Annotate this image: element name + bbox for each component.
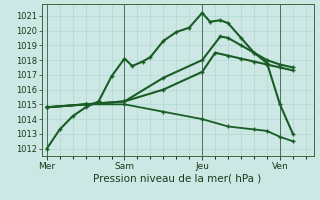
X-axis label: Pression niveau de la mer( hPa ): Pression niveau de la mer( hPa ) [93, 173, 262, 183]
